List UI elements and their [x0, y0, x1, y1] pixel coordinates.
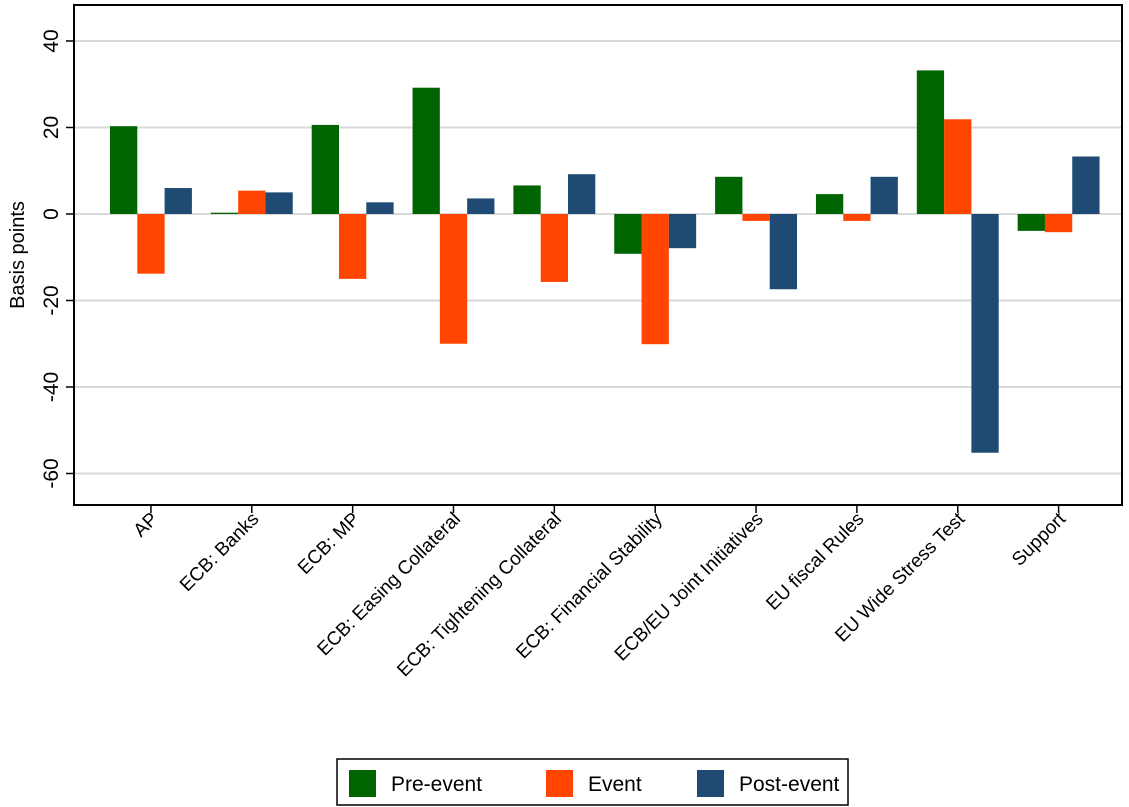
bar-post-event-3 [366, 202, 394, 214]
bar-event-9 [944, 119, 972, 214]
bar-pre-event-5 [513, 185, 541, 214]
plot-frame [73, 4, 1123, 506]
bar-event-4 [439, 214, 468, 344]
bar-post-event-5 [568, 174, 596, 214]
x-tick-label: ECB: MP [294, 509, 364, 579]
x-tick-label: Support [1008, 508, 1070, 570]
bar-post-event-6 [668, 214, 697, 249]
x-tick-label: ECB: Banks [176, 509, 263, 596]
bar-post-event-4 [467, 198, 495, 214]
bar-event-2 [238, 190, 266, 214]
bar-pre-event-3 [311, 124, 339, 214]
y-tick-label: -40 [40, 372, 63, 402]
x-tick-label: EU fiscal Rules [762, 509, 868, 615]
legend-swatch-post-event [697, 770, 724, 797]
bar-pre-event-4 [412, 87, 440, 214]
y-tick-label: 20 [40, 116, 63, 139]
legend-label-pre-event: Pre-event [391, 773, 482, 796]
y-axis: 40 20 0 -20 -40 -60 [40, 29, 74, 489]
bar-post-event-10 [1072, 156, 1100, 214]
legend-label-post-event: Post-event [739, 773, 840, 796]
y-tick-label: -20 [40, 285, 63, 315]
bar-post-event-8 [870, 176, 898, 214]
bar-pre-event-10 [1017, 214, 1045, 231]
bar-pre-event-7 [715, 176, 743, 214]
bar-event-1 [137, 214, 165, 274]
x-tick-label: AP [130, 509, 163, 542]
legend-swatch-event [546, 770, 573, 797]
legend-frame [336, 758, 849, 806]
bar-post-event-1 [164, 188, 192, 214]
y-tick-label: 0 [40, 208, 63, 220]
bar-post-event-7 [769, 214, 797, 290]
bar-event-10 [1044, 214, 1073, 233]
y-tick-label: 40 [40, 29, 63, 52]
legend-label-event: Event [588, 773, 642, 796]
bar-event-8 [843, 214, 871, 221]
bar-post-event-9 [971, 214, 999, 453]
x-tick-label: ECB: Tightening Collateral [393, 509, 565, 681]
bar-post-event-2 [265, 192, 293, 214]
bar-pre-event-2 [210, 212, 239, 214]
gridlines [74, 40, 1122, 475]
legend: Pre-event Event Post-event [336, 758, 849, 806]
legend-swatch-pre-event [349, 770, 376, 797]
bar-event-3 [339, 214, 367, 279]
bar-event-5 [540, 214, 568, 282]
y-tick-label: -60 [40, 458, 63, 488]
bar-pre-event-1 [110, 126, 138, 214]
bars [110, 70, 1100, 453]
bar-pre-event-8 [815, 194, 844, 214]
bar-pre-event-9 [916, 70, 945, 214]
bar-pre-event-6 [614, 214, 642, 254]
bar-event-6 [641, 214, 669, 345]
bar-event-7 [742, 214, 770, 221]
y-axis-title: Basis points [7, 201, 29, 309]
